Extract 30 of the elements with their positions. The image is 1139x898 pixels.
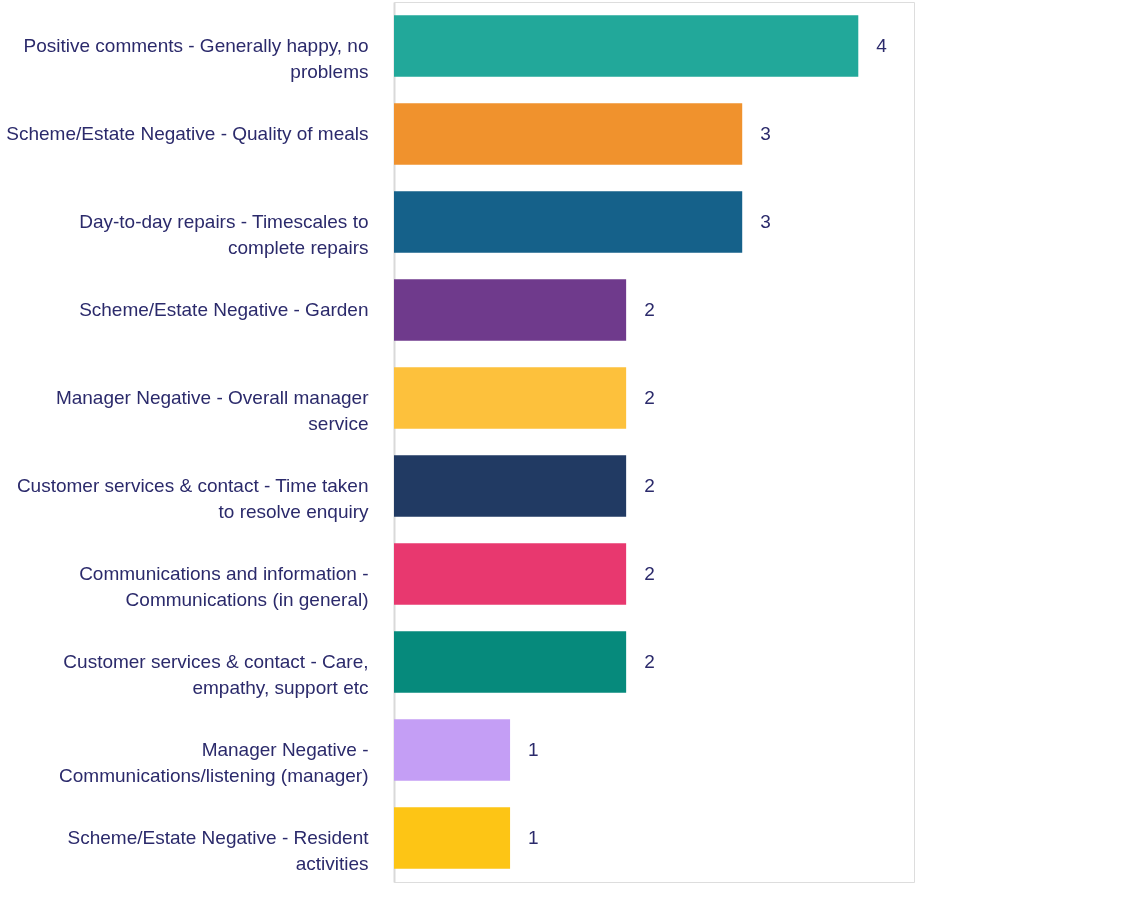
bar bbox=[394, 543, 627, 605]
y-tick-label: Customer services & contact - Time taken to resolve enquiry bbox=[16, 475, 369, 522]
bar bbox=[394, 631, 627, 693]
bar bbox=[394, 807, 511, 869]
bar bbox=[394, 367, 627, 429]
data-label: 2 bbox=[644, 387, 655, 408]
data-label: 2 bbox=[644, 475, 655, 496]
bar bbox=[394, 719, 511, 781]
y-tick-label: Communications and information - Communications (in general) bbox=[79, 563, 369, 610]
data-label: 2 bbox=[644, 651, 655, 672]
y-tick-label: Customer services & contact - Care, empathy, support etc bbox=[63, 651, 369, 698]
bar bbox=[394, 279, 627, 341]
data-label: 3 bbox=[760, 123, 771, 144]
bar bbox=[394, 15, 859, 77]
bar bbox=[394, 455, 627, 517]
y-tick-label: Manager Negative - Overall manager service bbox=[55, 387, 370, 434]
y-tick-label: Positive comments - Generally happy, no problems bbox=[23, 35, 369, 82]
y-tick-label: Scheme/Estate Negative - Garden bbox=[79, 299, 369, 320]
data-label: 3 bbox=[760, 211, 771, 232]
data-label: 2 bbox=[644, 563, 655, 584]
data-label: 1 bbox=[528, 739, 539, 760]
y-tick-label: Manager Negative - Communications/listening (manager) bbox=[59, 739, 369, 786]
bar bbox=[394, 191, 743, 253]
y-tick-label: Day-to-day repairs - Timescales to complete repairs bbox=[79, 211, 369, 258]
bar bbox=[394, 103, 743, 165]
data-label: 2 bbox=[644, 299, 655, 320]
data-label: 4 bbox=[876, 35, 888, 56]
y-tick-label: Scheme/Estate Negative - Resident activities bbox=[67, 827, 370, 874]
data-label: 1 bbox=[528, 827, 539, 848]
y-tick-label: Scheme/Estate Negative - Quality of meals bbox=[6, 123, 369, 144]
